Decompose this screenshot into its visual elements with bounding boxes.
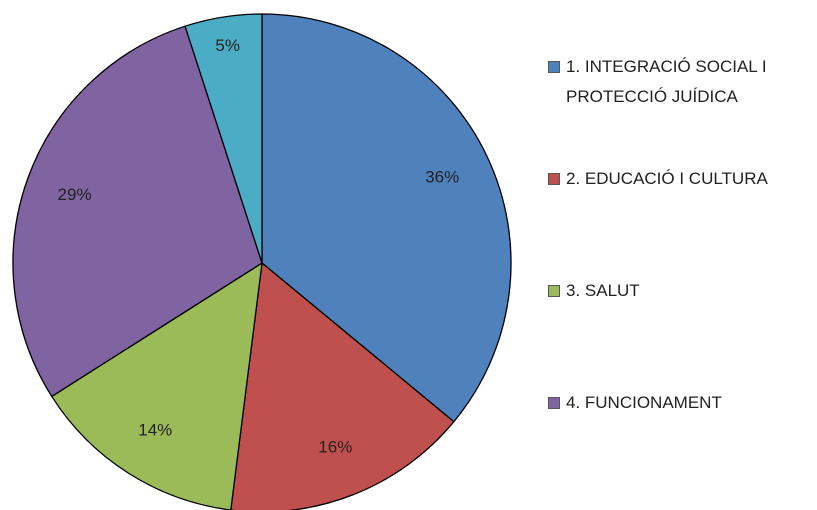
legend-item: 2. EDUCACIÓ I CULTURA — [548, 164, 817, 194]
pie-slice — [230, 261, 455, 510]
pie-slice — [12, 25, 263, 398]
data-label: 16% — [318, 438, 352, 457]
legend-label: 1. INTEGRACIÓ SOCIAL I PROTECCIÓ JUÍDICA — [566, 57, 767, 106]
legend-swatch — [548, 61, 560, 73]
legend-swatch — [548, 397, 560, 409]
data-label: 36% — [425, 168, 459, 187]
legend-item: 4. FUNCIONAMENT — [548, 388, 817, 418]
legend-item: 3. SALUT — [548, 276, 817, 306]
data-label: 14% — [138, 421, 172, 440]
legend-item: 1. INTEGRACIÓ SOCIAL I PROTECCIÓ JUÍDICA — [548, 52, 817, 112]
legend-label: 2. EDUCACIÓ I CULTURA — [566, 169, 768, 188]
data-label: 5% — [215, 36, 240, 55]
pie-slice — [184, 13, 263, 264]
legend-swatch — [548, 173, 560, 185]
data-label: 29% — [58, 185, 92, 204]
chart: 36% 16% 14% 29% 5% — [12, 13, 512, 510]
legend-label: 3. SALUT — [566, 281, 640, 300]
pie-slice — [261, 13, 512, 423]
legend-swatch — [548, 285, 560, 297]
legend-label: 4. FUNCIONAMENT — [566, 393, 722, 412]
pie-slice — [50, 261, 263, 510]
